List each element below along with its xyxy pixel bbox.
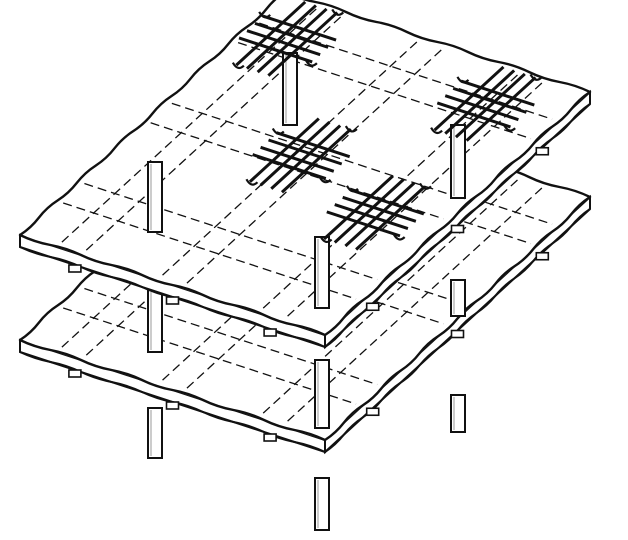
upper-slab-drop-panel-front-0: [68, 264, 82, 273]
rebar-cross-back-bar-a0: [238, 36, 313, 64]
rebar-cross-front-hook-2: [392, 233, 406, 241]
upper-slab-drop-panel-right-1: [450, 224, 465, 234]
upper-slab-grid-line-v3: [186, 49, 442, 284]
rebar-cross-front-bar-b1: [333, 178, 405, 244]
rebar-cross-left-bar-b1: [259, 120, 331, 187]
rebar-cross-left: [245, 117, 358, 194]
rebar-cross-left-bar-b0: [248, 117, 320, 183]
rebar-cross-left-bar-a2: [268, 138, 343, 166]
rebar-cross-front-bar-a0: [326, 210, 401, 238]
upper-column-back: [282, 52, 298, 126]
rebar-cross-back-hook-3: [258, 11, 271, 19]
rebar-cross-right-bar-a0: [436, 101, 511, 129]
lower-slab-drop-panel-front-0: [68, 369, 82, 378]
rebar-cross-left-bar-b2: [270, 124, 342, 190]
upper-slab-grid-line-u0: [62, 202, 357, 300]
rebar-cross-front-bar-a3: [350, 188, 425, 216]
upper-column-back-shaft: [282, 52, 298, 126]
rebar-cross-back-hook-0: [231, 62, 245, 70]
rebar-cross-front-bar-b2: [344, 181, 416, 248]
rebar-cross-front-hook-0: [319, 235, 333, 244]
rebar-cross-left-bar-b3: [280, 127, 352, 194]
lower-slab-drop-panel-right-2: [535, 251, 550, 261]
upper-column-front: [314, 236, 330, 309]
middle-column-right-shaft: [450, 279, 466, 317]
upper-slab-grid-line-u5: [259, 22, 553, 120]
upper-slab-grid-line-v0: [61, 8, 317, 243]
rebar-cross-right-bar-b3: [465, 76, 537, 142]
upper-column-front-left-shaft: [147, 161, 163, 233]
upper-slab-grid-line-v1: [85, 16, 342, 251]
upper-slab-outline: [18, 0, 592, 337]
upper-slab-grid-line-u3: [171, 102, 465, 200]
lower-slab-drop-panel-front-2: [263, 433, 277, 442]
upper-slab-drop-panel-front-2: [263, 328, 277, 337]
rebar-cross-left-bar-a1: [260, 145, 335, 173]
lower-column-front: [314, 477, 330, 531]
middle-column-front-left: [147, 289, 163, 353]
rebar-cross-front-bar-a1: [334, 203, 409, 231]
rebar-cross-right-hook-2: [503, 124, 516, 132]
rebar-cross-right: [430, 65, 543, 142]
rebar-cross-right-hook-0: [430, 127, 443, 135]
lower-columns: [147, 394, 466, 531]
rebar-cross-back-bar-b1: [245, 4, 317, 70]
rebar-cross-right-bar-a3: [460, 79, 535, 107]
rebar-cross-left-hook-0: [245, 178, 259, 186]
lower-column-front-shaft: [314, 477, 330, 531]
middle-column-front: [314, 359, 330, 429]
upper-slab-grid-line-u4: [237, 41, 532, 140]
rebar-cross-front-bar-b0: [323, 174, 394, 241]
middle-column-front-shaft: [314, 359, 330, 429]
lower-column-front-left: [147, 407, 163, 459]
rebar-cross-left-bar-a0: [252, 153, 327, 181]
rebar-cross-left-hook-2: [318, 176, 332, 184]
rebar-cross-back-bar-a1: [246, 29, 321, 57]
rebar-cross-right-bar-a1: [444, 94, 519, 122]
upper-slab-drop-panel-right-2: [535, 146, 550, 156]
rebar-cross-right-hook-1: [529, 73, 543, 81]
rebar-cross-front-hook-3: [345, 185, 359, 193]
middle-columns: [147, 279, 466, 429]
rebar-cross-back-bar-a3: [262, 14, 337, 42]
lower-slab-drop-panel-right-0: [365, 407, 380, 417]
middle-column-right: [450, 279, 466, 317]
lower-column-right-shaft: [450, 394, 466, 433]
rebar-cross-right-bar-a2: [452, 86, 527, 114]
rebar-cross-back-bar-b3: [267, 11, 339, 77]
lower-slab-grid-line-v4: [262, 179, 519, 414]
rebar-cross-right-bar-b0: [433, 65, 505, 132]
lower-column-right: [450, 394, 466, 433]
rebar-cross-front-bar-a2: [342, 195, 417, 223]
rebar-cross-front-hook-1: [419, 182, 432, 190]
rebar-cross-front-bar-b3: [355, 185, 427, 251]
rebar-cross-back-bar-b0: [235, 0, 307, 67]
upper-slab-drop-panel-right-0: [365, 302, 380, 312]
upper-columns: [147, 52, 466, 309]
lower-slab-grid-line-u0: [62, 307, 357, 405]
middle-column-front-left-shaft: [147, 289, 163, 353]
upper-column-front-left: [147, 161, 163, 233]
rebar-cross-back-bar-b2: [256, 7, 328, 74]
rebar-cross-front: [319, 174, 432, 251]
upper-slab-drop-panel-front-1: [165, 296, 180, 305]
upper-column-right: [450, 124, 466, 199]
rebar-cross-back-bar-a2: [254, 21, 329, 49]
lower-slab-drop-panel-front-1: [165, 401, 180, 410]
rebar-cross-left-bar-a3: [276, 131, 351, 159]
lower-column-front-left-shaft: [147, 407, 163, 459]
rebar-cross-back-hook-2: [304, 59, 318, 67]
upper-slab-top: [20, 0, 590, 335]
rebar-cross-right-bar-b1: [444, 69, 516, 135]
rebar-cross-back: [231, 0, 345, 77]
rebar-cross-left-hook-1: [344, 125, 358, 133]
rebar-cross-back-hook-1: [331, 8, 345, 16]
rebar-cross-left-hook-3: [271, 127, 285, 135]
rebar-cross-right-bar-b2: [454, 72, 526, 139]
lower-slab-drop-panel-right-1: [450, 329, 465, 339]
rebar-cross-right-hook-3: [456, 76, 470, 84]
upper-column-front-shaft: [314, 236, 330, 309]
